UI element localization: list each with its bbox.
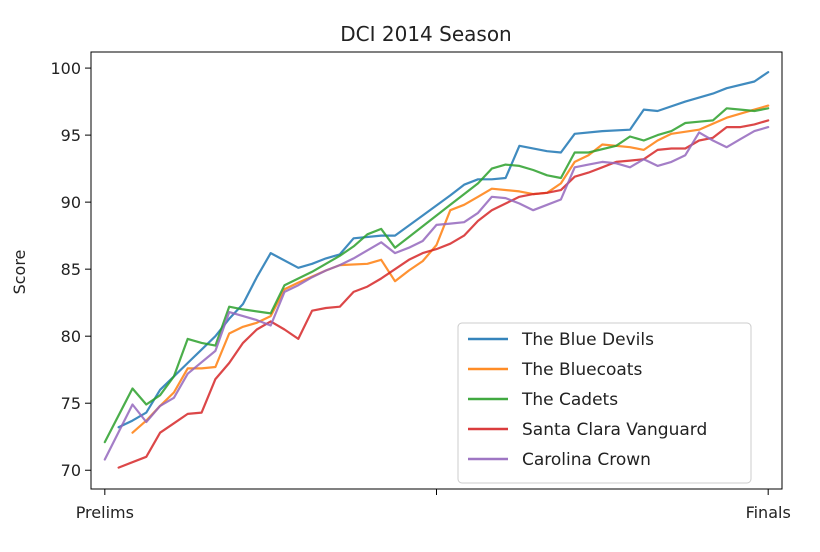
y-tick-label: 85 [61,260,81,279]
y-axis-label: Score [10,250,29,295]
series-line [131,104,770,434]
series-line [117,70,770,429]
x-axis: Prelims Finals [76,489,791,522]
x-tick-label: Prelims [76,503,134,522]
legend-label: The Cadets [521,390,618,410]
series-line [103,125,770,461]
y-tick-label: 100 [50,59,81,78]
y-tick-label: 90 [61,193,81,212]
series-lines [103,70,770,469]
legend-label: The Bluecoats [521,360,642,380]
legend: The Blue Devils The Bluecoats The Cadets Sa… [457,322,752,484]
series-line [117,119,770,469]
legend-label: Carolina Crown [522,450,651,470]
legend-label: Santa Clara Vanguard [522,420,707,440]
series-line [103,107,770,444]
legend-frame [457,322,752,484]
x-tick-label: Finals [746,503,791,522]
legend-label: The Blue Devils [521,330,654,350]
y-tick-label: 95 [61,126,81,145]
y-axis: 70 75 80 85 90 95 100 [50,59,91,480]
y-tick-label: 75 [61,394,81,413]
y-tick-label: 80 [61,327,81,346]
chart-title: DCI 2014 Season [340,22,511,46]
y-tick-label: 70 [61,461,81,480]
